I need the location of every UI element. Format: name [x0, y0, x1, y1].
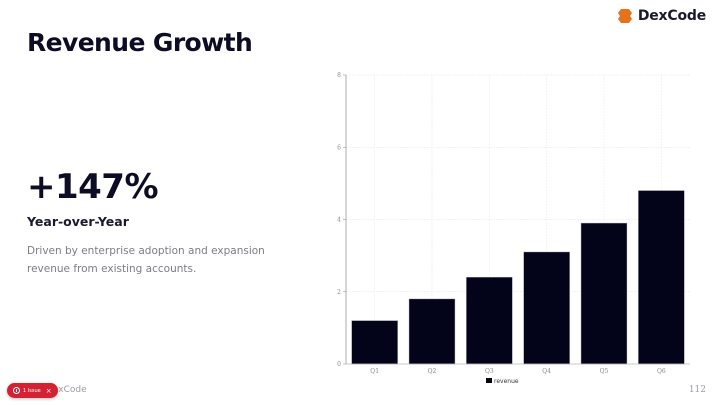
page-number: 112 — [688, 385, 706, 395]
stat-description: Driven by enterprise adoption and expans… — [27, 245, 265, 275]
issue-badge-label: 1 Issue — [23, 387, 41, 394]
x-tick-label: Q3 — [485, 368, 494, 375]
legend-swatch — [486, 378, 492, 383]
stat-label: Year-over-Year — [27, 214, 129, 229]
bar-q2[interactable] — [408, 298, 456, 365]
y-tick-label: 2 — [337, 289, 341, 296]
brand-name: DexCode — [637, 8, 706, 24]
issue-badge[interactable]: 1 Issue × — [7, 383, 58, 398]
bar-q6[interactable] — [638, 190, 685, 365]
revenue-bar-chart: 0 2 4 6 8 Q1 Q2 Q3 Q4 Q5 Q6 revenue — [320, 68, 700, 390]
brand-logo: DexCode — [617, 8, 706, 24]
slide-title: Revenue Growth — [27, 28, 253, 57]
y-tick-label: 0 — [337, 361, 341, 368]
y-tick-label: 8 — [337, 72, 341, 79]
chart-canvas: 0 2 4 6 8 Q1 Q2 Q3 Q4 Q5 Q6 revenue — [337, 72, 690, 385]
stat-value: +147% — [27, 167, 159, 207]
x-tick-label: Q1 — [370, 368, 379, 375]
alert-icon — [13, 387, 20, 394]
legend-label: revenue — [494, 378, 519, 385]
logo-mark-icon — [617, 9, 632, 23]
close-icon[interactable]: × — [45, 386, 52, 395]
x-tick-label: Q4 — [542, 368, 551, 375]
footer-brand: DexCode — [46, 385, 87, 395]
x-tick-label: Q5 — [600, 368, 609, 375]
x-tick-label: Q6 — [657, 368, 666, 375]
y-tick-label: 4 — [337, 217, 341, 224]
bar-q4[interactable] — [523, 251, 570, 365]
bar-q3[interactable] — [466, 277, 513, 365]
bar-q5[interactable] — [580, 222, 628, 365]
x-tick-label: Q2 — [428, 368, 437, 375]
bar-q1[interactable] — [351, 320, 398, 365]
y-tick-label: 6 — [337, 144, 341, 151]
